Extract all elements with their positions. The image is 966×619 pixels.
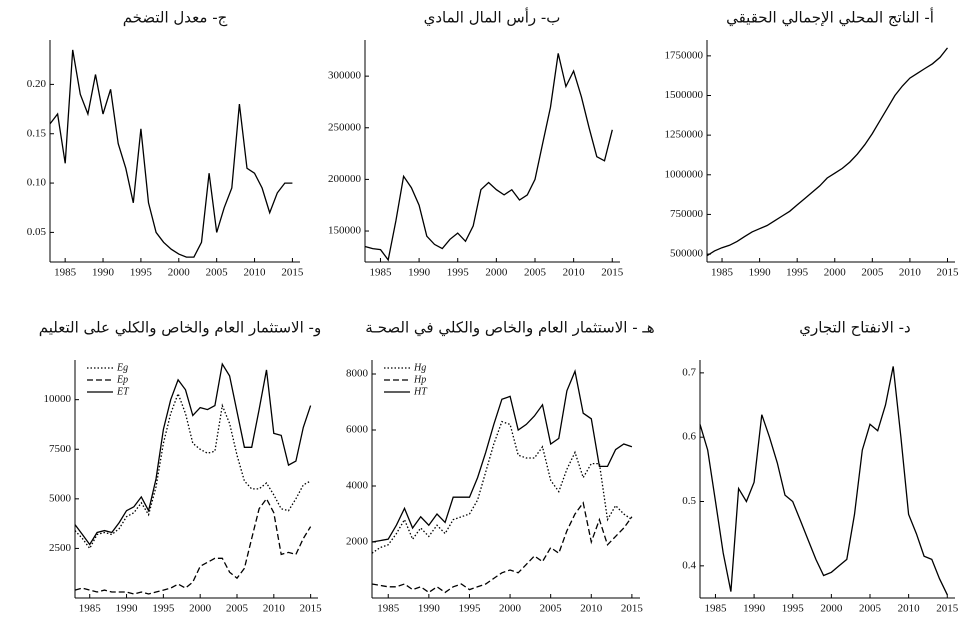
x-tick-label: 2015	[300, 603, 323, 615]
x-tick-label: 2000	[189, 603, 212, 615]
chart-title: و- الاستثمار العام والخاص والكلي على الت…	[39, 319, 321, 338]
x-tick-label: 1995	[447, 267, 470, 279]
legend-label: Hp	[413, 374, 426, 385]
y-tick-label: 1000000	[665, 168, 704, 180]
legend-label: ET	[116, 386, 130, 397]
x-tick-label: 2000	[485, 267, 508, 279]
legend-label: Eg	[116, 362, 128, 373]
data-line	[49, 49, 293, 258]
x-tick-label: 2010	[580, 603, 603, 615]
chart-title: ب- رأس المال المادي	[424, 8, 561, 28]
data-line	[699, 366, 948, 596]
x-tick-label: 1990	[92, 267, 115, 279]
x-tick-label: 1985	[711, 267, 734, 279]
x-tick-label: 1995	[782, 603, 805, 615]
y-tick-label: 500000	[670, 248, 704, 260]
y-tick-label: 2000	[346, 536, 369, 548]
x-tick-label: 1985	[377, 603, 400, 615]
x-tick-label: 1990	[408, 267, 431, 279]
data-line	[74, 362, 312, 546]
y-tick-label: 0.6	[682, 431, 696, 443]
data-line	[706, 47, 949, 257]
y-tick-label: 0.15	[27, 127, 47, 139]
chart-title: د- الانفتاح التجاري	[799, 319, 910, 338]
y-tick-label: 8000	[346, 368, 369, 380]
y-tick-label: 4000	[346, 480, 369, 492]
x-tick-label: 1995	[130, 267, 153, 279]
data-line	[74, 391, 311, 550]
x-tick-label: 2010	[898, 603, 921, 615]
y-tick-label: 7500	[49, 443, 72, 455]
y-tick-label: 5000	[49, 492, 72, 504]
data-line	[364, 53, 613, 262]
data-line	[371, 501, 633, 594]
y-tick-label: 10000	[44, 393, 72, 405]
y-tick-label: 6000	[346, 424, 369, 436]
x-tick-label: 2000	[168, 267, 191, 279]
x-tick-label: 2015	[281, 267, 304, 279]
y-tick-label: 1250000	[665, 129, 704, 141]
x-tick-label: 2010	[244, 267, 267, 279]
chart-title: هـ - الاستثمار العام والخاص والكلي في ال…	[365, 319, 654, 338]
data-line	[371, 368, 633, 543]
y-tick-label: 0.20	[27, 78, 47, 90]
y-tick-label: 300000	[328, 70, 362, 82]
x-tick-label: 2005	[859, 603, 882, 615]
x-tick-label: 1990	[743, 603, 766, 615]
x-tick-label: 1995	[786, 267, 809, 279]
chart-title: ج- معدل التضخم	[123, 9, 228, 28]
x-tick-label: 2005	[861, 267, 884, 279]
y-tick-label: 0.05	[27, 226, 47, 238]
y-tick-label: 250000	[328, 121, 362, 133]
x-tick-label: 2010	[899, 267, 922, 279]
x-tick-label: 2015	[936, 603, 959, 615]
x-tick-label: 2000	[820, 603, 843, 615]
y-tick-label: 0.5	[682, 495, 696, 507]
x-tick-label: 1995	[458, 603, 481, 615]
x-tick-label: 2005	[540, 603, 563, 615]
x-tick-label: 2005	[524, 267, 547, 279]
x-tick-label: 1990	[116, 603, 139, 615]
y-tick-label: 1750000	[665, 49, 704, 61]
legend-label: Hg	[413, 362, 426, 373]
y-tick-label: 150000	[328, 225, 362, 237]
y-tick-label: 0.4	[682, 559, 696, 571]
legend-label: Ep	[116, 374, 128, 385]
x-tick-label: 1990	[418, 603, 441, 615]
x-tick-label: 2000	[824, 267, 847, 279]
x-tick-label: 2005	[206, 267, 229, 279]
x-tick-label: 2005	[226, 603, 249, 615]
y-tick-label: 750000	[670, 208, 704, 220]
x-tick-label: 1985	[704, 603, 727, 615]
x-tick-label: 1985	[79, 603, 102, 615]
x-tick-label: 2015	[601, 267, 624, 279]
x-tick-label: 2015	[621, 603, 644, 615]
data-line	[371, 420, 633, 554]
x-tick-label: 2015	[936, 267, 959, 279]
chart-title: أ- الناتج المحلي الإجمالي الحقيقي	[726, 8, 934, 28]
y-tick-label: 0.7	[682, 366, 696, 378]
x-tick-label: 1995	[152, 603, 175, 615]
y-tick-label: 1500000	[665, 89, 704, 101]
data-line	[74, 497, 312, 595]
x-tick-label: 2010	[263, 603, 286, 615]
y-tick-label: 2500	[49, 542, 72, 554]
x-tick-label: 1985	[369, 267, 392, 279]
x-tick-label: 2000	[499, 603, 522, 615]
legend-label: HT	[413, 386, 428, 397]
y-tick-label: 0.10	[27, 177, 47, 189]
x-tick-label: 1990	[749, 267, 772, 279]
y-tick-label: 200000	[328, 173, 362, 185]
x-tick-label: 2010	[563, 267, 586, 279]
x-tick-label: 1985	[54, 267, 77, 279]
